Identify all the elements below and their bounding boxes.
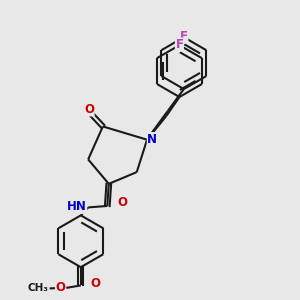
Text: O: O [90, 278, 100, 290]
Text: CH₃: CH₃ [27, 284, 48, 293]
Text: O: O [117, 196, 127, 209]
Text: F: F [180, 30, 188, 43]
Text: O: O [84, 103, 94, 116]
Text: F: F [176, 38, 183, 51]
Text: O: O [56, 281, 65, 294]
Text: HN: HN [67, 200, 87, 213]
Text: N: N [147, 133, 158, 146]
